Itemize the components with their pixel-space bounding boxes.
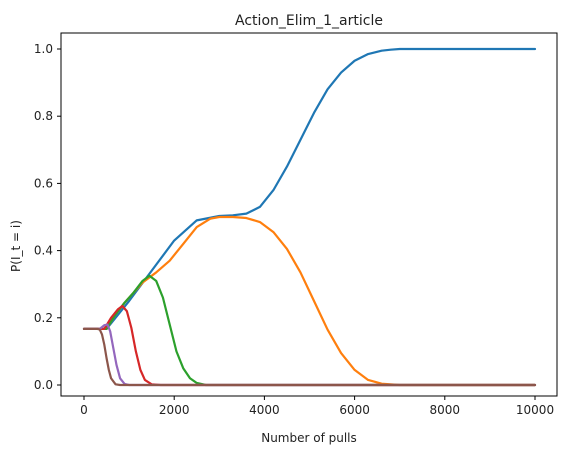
x-tick-label: 4000 bbox=[249, 403, 280, 417]
chart-title: Action_Elim_1_article bbox=[235, 13, 383, 29]
x-tick-label: 2000 bbox=[159, 403, 190, 417]
y-tick-label: 0.0 bbox=[34, 378, 53, 392]
x-tick-label: 6000 bbox=[339, 403, 370, 417]
series-line-1 bbox=[82, 47, 537, 330]
y-tick-label: 0.2 bbox=[34, 311, 53, 325]
y-tick-label: 0.8 bbox=[34, 109, 53, 123]
y-axis-label: P(I_t = i) bbox=[9, 220, 23, 272]
plot-area bbox=[82, 47, 537, 387]
series-line-6 bbox=[82, 327, 537, 387]
x-axis: 0 2000 4000 6000 8000 10000 bbox=[80, 396, 554, 417]
plot-frame bbox=[60, 32, 558, 397]
y-tick-label: 0.6 bbox=[34, 176, 53, 190]
series-line-4 bbox=[82, 304, 537, 387]
x-axis-label: Number of pulls bbox=[261, 431, 357, 445]
series-line-5 bbox=[82, 323, 537, 387]
y-tick-label: 1.0 bbox=[34, 42, 53, 56]
series-line-2 bbox=[82, 215, 537, 387]
y-axis: 0.0 0.2 0.4 0.6 0.8 1.0 bbox=[34, 42, 61, 392]
x-tick-label: 8000 bbox=[430, 403, 461, 417]
y-tick-label: 0.4 bbox=[34, 244, 53, 258]
x-tick-label: 10000 bbox=[516, 403, 554, 417]
x-tick-label: 0 bbox=[80, 403, 88, 417]
